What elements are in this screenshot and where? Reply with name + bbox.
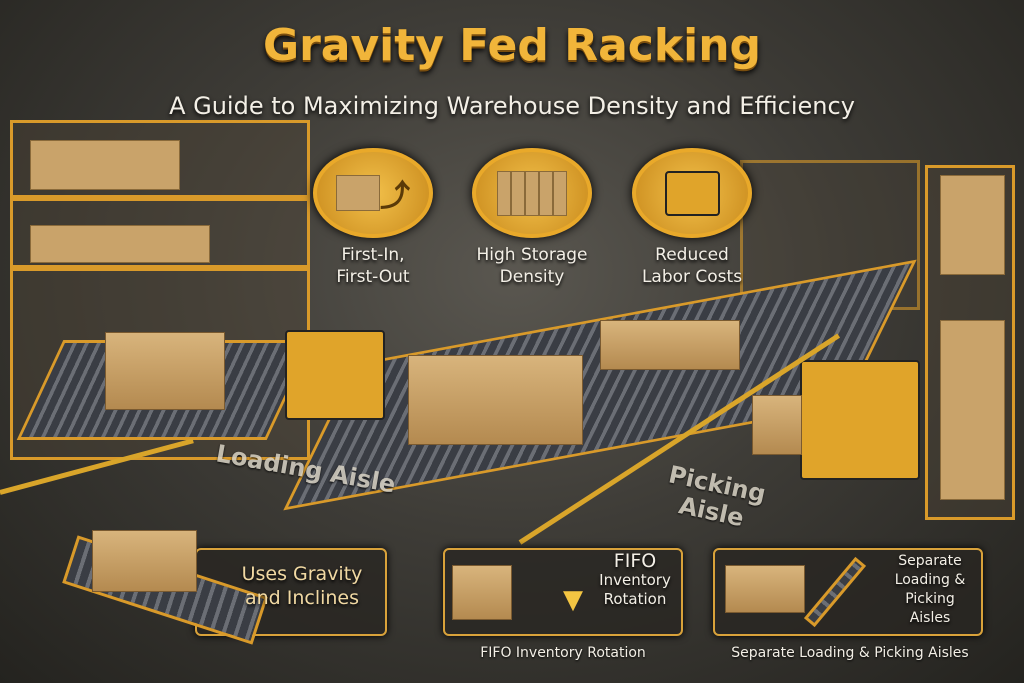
panel-text: Rotation: [603, 590, 667, 608]
panel-text: FIFO: [613, 550, 657, 572]
feature-label: Density: [499, 267, 565, 287]
panel-text: and Inclines: [244, 587, 360, 609]
panel-text: Aisles: [909, 610, 951, 626]
boxes: [940, 320, 1005, 500]
feature-label: Reduced: [655, 245, 729, 265]
forklift-load: [752, 395, 802, 455]
box-arrow-icon: ⤴: [313, 148, 433, 238]
panel-text: Separate: [898, 553, 962, 569]
page-title: Gravity Fed Racking: [262, 20, 762, 71]
panel-text: Picking: [905, 591, 955, 607]
panel-aisles-text: Separate Loading & Picking Aisles: [880, 552, 980, 628]
fifo-boxes-icon: [452, 565, 512, 620]
panel-text: Inventory: [599, 571, 671, 589]
panel-aisles: [713, 548, 983, 636]
fifo-caption: FIFO Inventory Rotation: [480, 645, 646, 661]
forklift-icon: [632, 148, 752, 238]
panel-fifo-text: FIFO Inventory Rotation: [585, 552, 685, 609]
boxes: [30, 140, 180, 190]
feature-label: First-Out: [336, 267, 410, 287]
forklift-right: [800, 360, 920, 480]
pallet-boxes: [600, 320, 740, 370]
feature-label: First-In,: [341, 245, 405, 265]
page-subtitle: A Guide to Maximizing Warehouse Density …: [169, 92, 855, 120]
aisle-pallets-icon: [725, 565, 805, 613]
panel-text: Uses Gravity: [241, 563, 363, 585]
down-arrow-icon: ▼: [563, 585, 583, 615]
feature-density: High Storage Density: [457, 244, 607, 288]
pallet-boxes: [105, 332, 225, 410]
feature-labor: Reduced Labor Costs: [617, 244, 767, 288]
stacked-boxes-icon: [472, 148, 592, 238]
boxes: [30, 225, 210, 263]
feature-label: High Storage: [476, 245, 588, 265]
feature-fifo: First-In, First-Out: [298, 244, 448, 288]
picking-aisle-label: Picking Aisle: [660, 460, 768, 535]
panel-text: Loading &: [894, 572, 966, 588]
panel-gravity-text: Uses Gravity and Inclines: [222, 562, 382, 610]
feature-label: Labor Costs: [641, 267, 743, 287]
pallet-boxes: [92, 530, 197, 592]
pallet-boxes: [408, 355, 583, 445]
forklift-left: [285, 330, 385, 420]
left-shelf: [10, 195, 310, 201]
boxes: [940, 175, 1005, 275]
aisles-caption: Separate Loading & Picking Aisles: [731, 645, 969, 661]
left-shelf: [10, 265, 310, 271]
